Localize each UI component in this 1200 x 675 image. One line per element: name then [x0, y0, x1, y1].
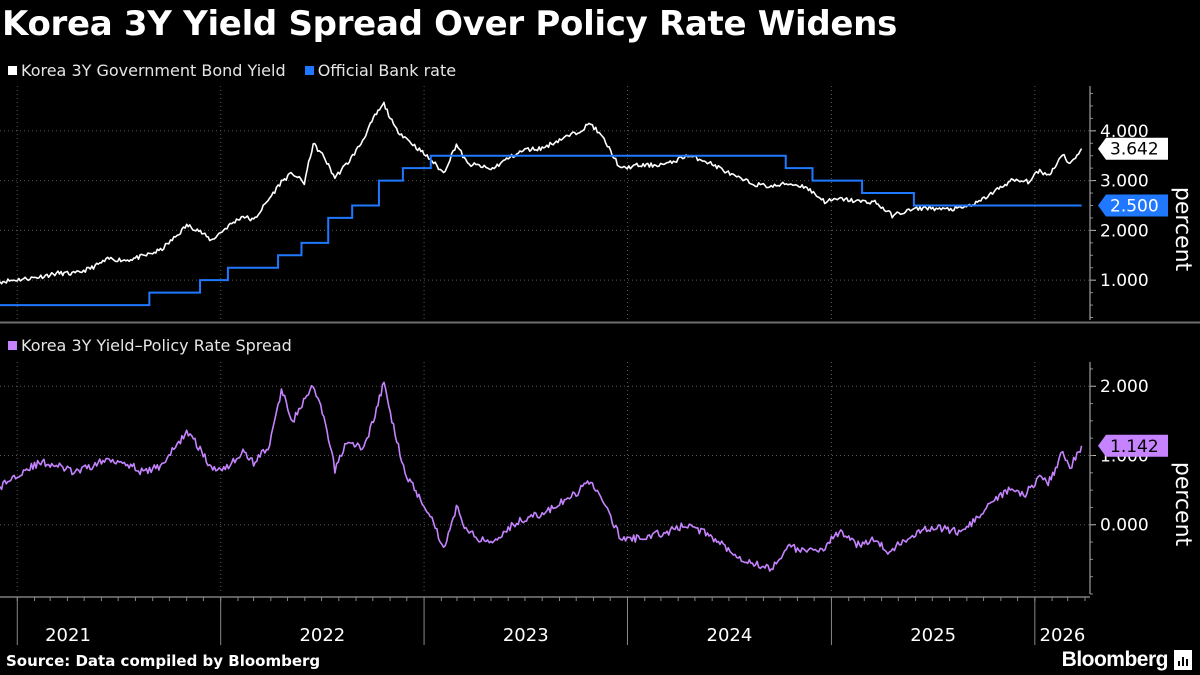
legend-swatch-policy: [304, 66, 314, 75]
y-axis-title: percent: [1170, 187, 1195, 272]
last-value-label: 3.642: [1110, 140, 1159, 160]
y-tick-label: 3.000: [1100, 172, 1149, 192]
y-tick-label: 1.000: [1100, 271, 1149, 291]
x-tick-label: 2024: [707, 625, 753, 646]
legend-item-spread: Korea 3Y Yield–Policy Rate Spread: [8, 336, 292, 355]
legend-bottom: Korea 3Y Yield–Policy Rate Spread: [8, 335, 306, 355]
x-tick-label: 2025: [910, 625, 956, 646]
last-value-badge: [1098, 137, 1168, 160]
legend-item-policy: Official Bank rate: [304, 61, 457, 80]
y-tick-label: 2.000: [1100, 377, 1149, 397]
brand-name: Bloomberg: [1061, 648, 1169, 671]
series-line-spread: [0, 381, 1083, 572]
bloomberg-logo-icon: [1174, 650, 1192, 670]
series-line-policy: [0, 154, 1082, 307]
source-note: Source: Data compiled by Bloomberg: [6, 652, 321, 670]
legend-item-yield: Korea 3Y Government Bond Yield: [8, 61, 286, 80]
x-tick-label: 2021: [45, 625, 91, 646]
brand-mark: Bloomberg: [1062, 648, 1192, 672]
y-axis-title: percent: [1170, 462, 1195, 547]
y-tick-label: 4.000: [1100, 122, 1149, 142]
x-tick-label: 2026: [1040, 625, 1086, 646]
last-value-label: 1.142: [1110, 437, 1159, 457]
legend-swatch-spread: [8, 341, 17, 350]
last-value-label: 2.500: [1110, 196, 1159, 216]
x-tick-label: 2023: [503, 625, 549, 646]
legend-label-policy: Official Bank rate: [317, 61, 457, 80]
series-line-yield: [0, 101, 1083, 285]
x-tick-label: 2022: [299, 625, 345, 646]
y-tick-label: 2.000: [1100, 221, 1149, 241]
chart-title: Korea 3Y Yield Spread Over Policy Rate W…: [2, 4, 898, 44]
legend-top: Korea 3Y Government Bond Yield Official …: [8, 60, 470, 80]
y-tick-label: 0.000: [1100, 516, 1149, 536]
legend-label-yield: Korea 3Y Government Bond Yield: [21, 61, 286, 80]
last-value-badge: [1098, 194, 1168, 217]
last-value-badge: [1098, 434, 1168, 457]
legend-swatch-yield: [8, 66, 17, 75]
legend-label-spread: Korea 3Y Yield–Policy Rate Spread: [21, 336, 292, 355]
